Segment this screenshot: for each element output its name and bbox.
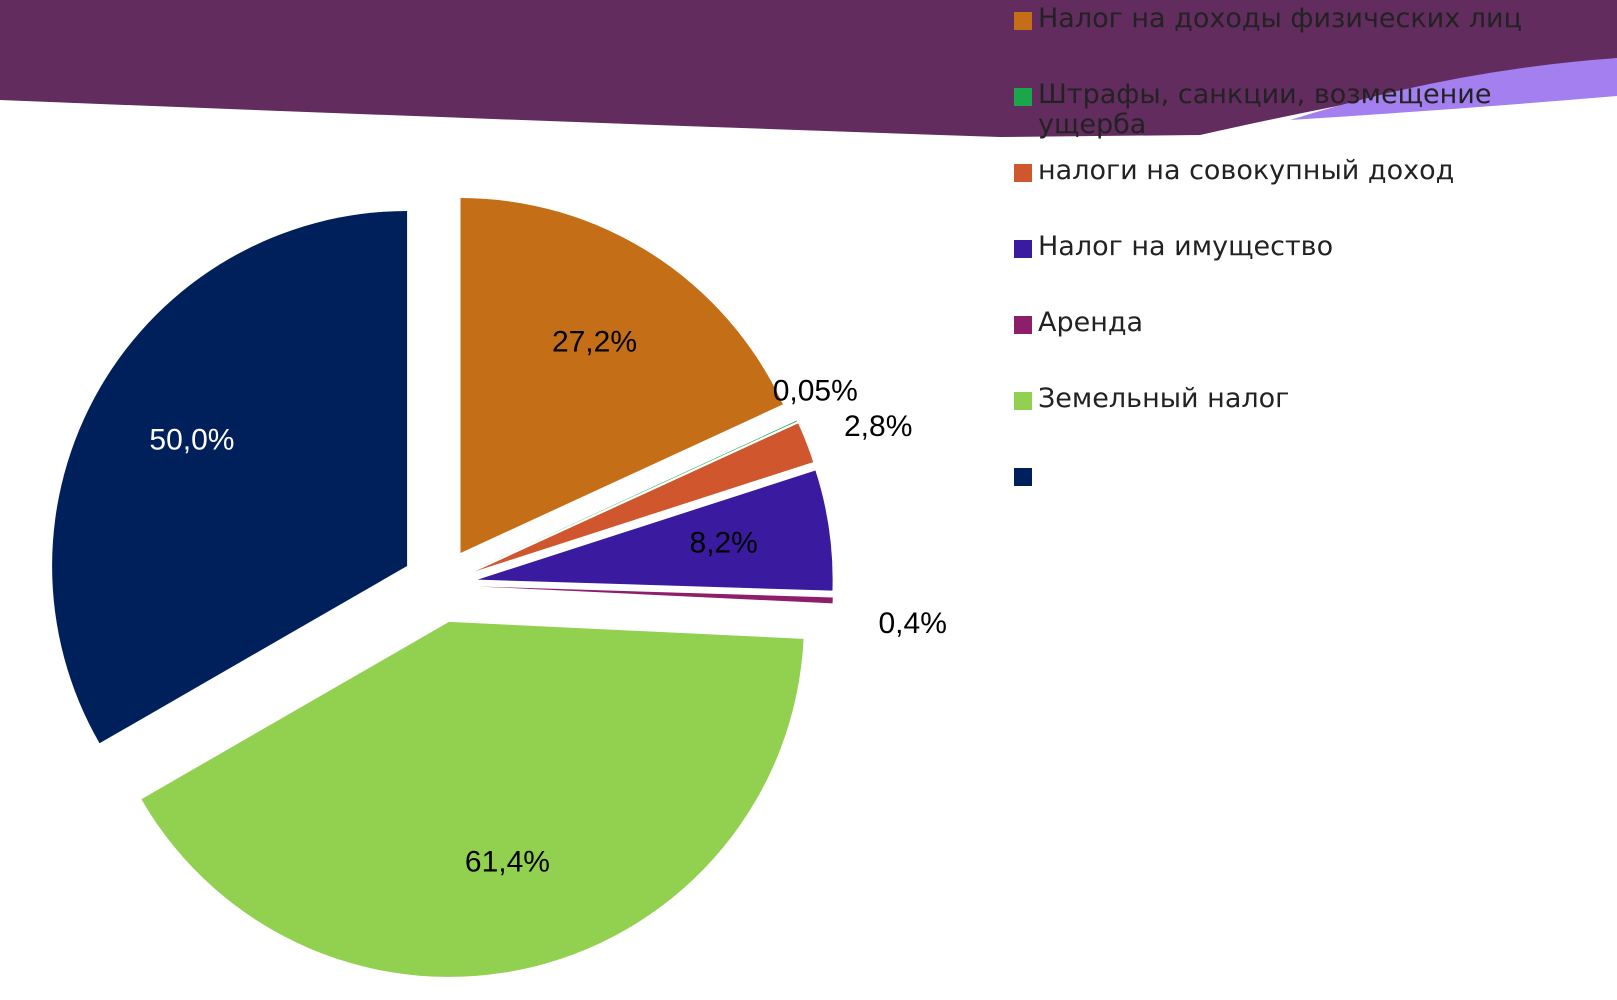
pie-slice: [141, 622, 803, 977]
legend-swatch: [1014, 12, 1032, 30]
legend: Налог на доходы физических лиц Штрафы, са…: [1012, 4, 1572, 536]
legend-swatch: [1014, 316, 1032, 334]
legend-label: Налог на имущество: [1038, 231, 1333, 262]
data-label: 27,2%: [552, 326, 637, 359]
legend-swatch: [1014, 88, 1032, 106]
pie-slice: [52, 211, 407, 743]
pie-slice: [478, 586, 833, 603]
legend-swatch: [1014, 468, 1032, 486]
legend-label: налоги на совокупный доход: [1038, 155, 1454, 186]
legend-label: Земельный налог: [1038, 383, 1289, 414]
legend-label: Налог на доходы физических лиц: [1038, 3, 1522, 34]
legend-item: Земельный налог: [1012, 384, 1572, 460]
page: 27,2% 0,05%2,8% 8,2% 0,4% 61,4% 50,0% Налог н…: [0, 0, 1617, 1000]
legend-item: Налог на имущество: [1012, 232, 1572, 308]
legend-swatch: [1014, 392, 1032, 410]
legend-item: Штрафы, санкции, возмещение ущерба: [1012, 80, 1572, 156]
legend-swatch: [1014, 164, 1032, 182]
data-label: 8,2%: [689, 527, 757, 560]
data-label: 2,8%: [844, 410, 912, 443]
legend-item: Аренда: [1012, 308, 1572, 384]
data-label: 50,0%: [149, 424, 234, 457]
data-label: 61,4%: [465, 845, 550, 878]
pie: 27,2% 0,05%2,8% 8,2% 0,4% 61,4% 50,0%: [52, 198, 947, 977]
legend-label: Аренда: [1038, 307, 1143, 338]
legend-item: [1012, 460, 1572, 536]
legend-item: налоги на совокупный доход: [1012, 156, 1572, 232]
legend-swatch: [1014, 240, 1032, 258]
legend-label: Штрафы, санкции, возмещение ущерба: [1038, 79, 1491, 140]
legend-item: Налог на доходы физических лиц: [1012, 4, 1572, 80]
data-label: 0,4%: [878, 607, 946, 640]
data-label: 0,05%: [773, 374, 858, 407]
